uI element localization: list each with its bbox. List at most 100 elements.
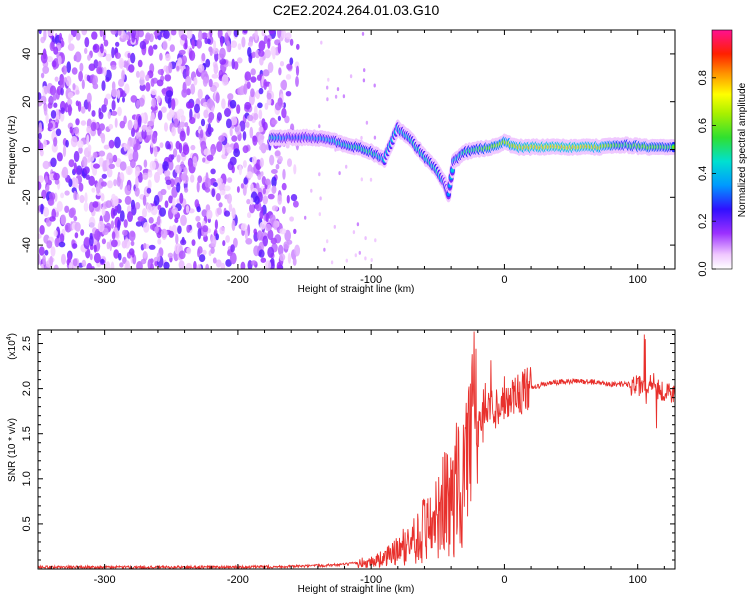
noise-blob bbox=[224, 108, 231, 117]
x-tick-label: 0 bbox=[501, 274, 507, 286]
noise-blob bbox=[92, 83, 99, 90]
noise-blob bbox=[246, 198, 251, 205]
noise-blob bbox=[114, 205, 119, 212]
noise-blob bbox=[68, 159, 75, 168]
noise-blob bbox=[258, 40, 266, 51]
noise-blob bbox=[277, 30, 282, 39]
noise-speckle bbox=[318, 212, 321, 217]
noise-blob bbox=[135, 202, 141, 210]
noise-blob bbox=[72, 83, 76, 91]
noise-blob bbox=[277, 115, 281, 121]
noise-speckle bbox=[326, 97, 329, 102]
noise-blob bbox=[101, 173, 108, 179]
noise-blob bbox=[61, 253, 66, 265]
noise-blob bbox=[256, 230, 263, 241]
noise-blob bbox=[131, 251, 135, 258]
noise-blob bbox=[186, 30, 193, 40]
noise-blob bbox=[175, 233, 179, 245]
noise-blob bbox=[108, 163, 116, 169]
noise-blob bbox=[121, 240, 127, 249]
noise-blob bbox=[118, 252, 122, 261]
noise-blob bbox=[38, 233, 42, 239]
noise-speckle bbox=[373, 135, 377, 140]
noise-blob bbox=[202, 76, 208, 87]
noise-speckle bbox=[361, 31, 365, 36]
noise-blob bbox=[50, 110, 57, 119]
noise-speckle bbox=[323, 247, 326, 252]
noise-blob bbox=[169, 108, 175, 118]
noise-blob bbox=[98, 107, 102, 117]
noise-blob bbox=[174, 217, 179, 224]
noise-blob bbox=[271, 169, 278, 174]
noise-blob bbox=[282, 206, 286, 214]
noise-blob bbox=[127, 211, 133, 223]
noise-blob bbox=[264, 102, 269, 110]
noise-speckle bbox=[304, 215, 307, 220]
spectrogram-x-axis-label: Height of straight line (km) bbox=[298, 284, 415, 295]
noise-blob bbox=[177, 57, 183, 66]
noise-speckle bbox=[342, 94, 346, 99]
noise-blob bbox=[189, 116, 196, 125]
noise-blob bbox=[107, 111, 112, 120]
noise-blob bbox=[237, 43, 242, 50]
noise-blob bbox=[259, 210, 264, 220]
noise-blob bbox=[186, 66, 190, 78]
noise-blob bbox=[206, 98, 214, 109]
noise-speckle bbox=[370, 258, 373, 262]
noise-blob bbox=[101, 238, 106, 245]
noise-blob bbox=[231, 219, 236, 231]
noise-blob bbox=[130, 30, 137, 39]
noise-blob bbox=[204, 37, 209, 45]
noise-blob bbox=[202, 157, 206, 163]
noise-blob bbox=[66, 258, 71, 266]
noise-blob bbox=[245, 238, 253, 245]
noise-blob bbox=[164, 74, 172, 82]
noise-blob bbox=[174, 164, 182, 174]
noise-blob bbox=[211, 73, 219, 79]
noise-blob bbox=[92, 201, 99, 208]
noise-blob bbox=[267, 38, 271, 49]
ridge-peak bbox=[450, 168, 454, 172]
noise-blob bbox=[279, 228, 287, 235]
noise-blob bbox=[108, 139, 115, 149]
noise-blob bbox=[118, 78, 125, 87]
noise-blob bbox=[67, 43, 75, 51]
noise-blob bbox=[229, 127, 233, 137]
noise-blob bbox=[258, 109, 263, 120]
noise-blob bbox=[279, 253, 286, 262]
noise-blob bbox=[38, 132, 42, 140]
noise-blob bbox=[99, 133, 105, 139]
noise-blob bbox=[59, 233, 65, 244]
noise-blob bbox=[38, 100, 43, 107]
noise-blob bbox=[50, 246, 56, 257]
noise-blob bbox=[263, 79, 268, 90]
x-tick-label: -200 bbox=[227, 574, 249, 586]
noise-blob bbox=[208, 78, 213, 88]
noise-blob bbox=[211, 47, 219, 55]
noise-blob bbox=[179, 121, 186, 128]
noise-blob bbox=[119, 210, 125, 222]
noise-blob bbox=[257, 102, 263, 109]
x-tick-label: -100 bbox=[360, 574, 382, 586]
noise-blob bbox=[127, 119, 133, 131]
colorbar-frame bbox=[711, 29, 733, 270]
noise-blob bbox=[261, 118, 266, 127]
noise-blob bbox=[50, 157, 57, 168]
noise-blob bbox=[219, 47, 226, 59]
noise-blob bbox=[241, 36, 246, 48]
noise-blob bbox=[245, 121, 250, 128]
noise-blob bbox=[46, 56, 53, 63]
noise-blob bbox=[216, 141, 223, 153]
noise-blob bbox=[119, 262, 124, 268]
noise-blob bbox=[132, 149, 139, 162]
noise-blob bbox=[159, 52, 163, 61]
noise-blob bbox=[270, 46, 276, 56]
noise-blob bbox=[243, 83, 248, 95]
noise-blob bbox=[64, 190, 70, 196]
noise-blob bbox=[173, 148, 178, 158]
noise-blob bbox=[274, 150, 281, 157]
noise-blob bbox=[67, 104, 72, 116]
noise-blob bbox=[105, 69, 112, 82]
noise-blob bbox=[142, 124, 146, 132]
